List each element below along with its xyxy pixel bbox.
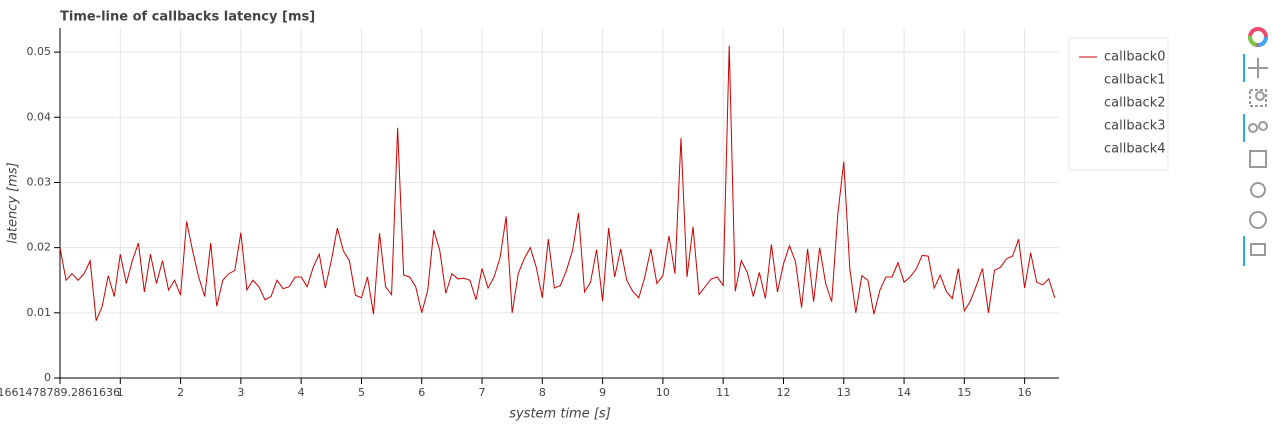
x-tick-label: 3 — [237, 386, 244, 399]
wheel-zoom-tool[interactable] — [1248, 121, 1268, 133]
legend-label: callback4 — [1104, 142, 1166, 157]
pan-tool[interactable] — [1248, 58, 1268, 78]
x-tick-label: 11 — [716, 386, 730, 399]
y-tick-label: 0 — [44, 371, 51, 384]
x-tick-label: 9 — [599, 386, 606, 399]
legend-label: callback3 — [1104, 119, 1166, 134]
y-tick-label: 0.03 — [27, 175, 52, 188]
save-tool[interactable] — [1249, 150, 1267, 168]
x-tick-label: 6 — [418, 386, 425, 399]
hover-tool[interactable] — [1250, 243, 1266, 256]
legend-label: callback1 — [1104, 73, 1166, 88]
x-tick-label: 16 — [1018, 386, 1032, 399]
x-axis-label: system time [s] — [509, 407, 611, 422]
bokeh-logo[interactable] — [1248, 27, 1268, 47]
x-tick-label: 4 — [298, 386, 305, 399]
x-tick-label: 5 — [358, 386, 365, 399]
x-tick-label: 14 — [897, 386, 911, 399]
legend-label: callback0 — [1104, 50, 1166, 65]
x-tick-label: 15 — [957, 386, 971, 399]
y-tick-label: 0.05 — [27, 45, 52, 58]
x-tick-label: 7 — [479, 386, 486, 399]
x-tick-label: 12 — [776, 386, 790, 399]
x-tick-label: 0+1661478789.2861636 — [0, 386, 120, 399]
legend-box — [1068, 37, 1169, 171]
x-tick-label: 1 — [117, 386, 124, 399]
toolbar — [1243, 27, 1268, 266]
active-indicator — [1243, 54, 1245, 82]
x-tick-label: 8 — [539, 386, 546, 399]
reset-tool[interactable] — [1250, 182, 1266, 198]
help-tool[interactable] — [1249, 211, 1267, 229]
x-tick-label: 10 — [656, 386, 670, 399]
active-indicator — [1243, 236, 1245, 266]
x-tick-label: 13 — [837, 386, 851, 399]
y-tick-label: 0.01 — [27, 306, 52, 319]
x-tick-label: 2 — [177, 386, 184, 399]
data-line — [59, 45, 1056, 321]
y-tick-label: 0.02 — [27, 241, 52, 254]
box-zoom-tool[interactable] — [1249, 89, 1267, 107]
legend-label: callback2 — [1104, 96, 1166, 111]
y-tick-label: 0.04 — [27, 110, 52, 123]
chart-title: Time-line of callbacks latency [ms] — [60, 10, 315, 25]
y-axis-label: latency [ms] — [6, 162, 21, 243]
active-indicator — [1243, 114, 1245, 142]
